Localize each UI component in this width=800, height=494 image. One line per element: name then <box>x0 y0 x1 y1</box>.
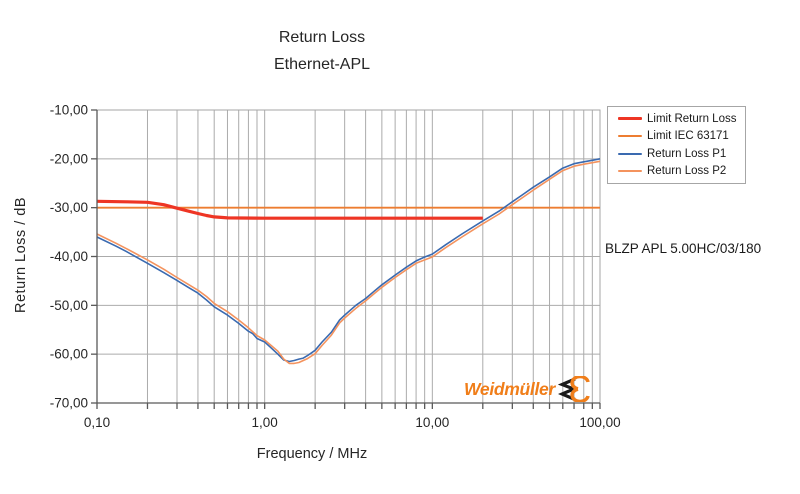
legend-entry: Return Loss P2 <box>618 165 743 177</box>
axis-lines <box>91 109 601 409</box>
part-number-annotation: BLZP APL 5.00HC/03/180 <box>605 241 762 256</box>
y-tick-label: -10,00 <box>50 103 88 118</box>
weidmueller-logo-icon <box>558 376 590 402</box>
x-tick-label: 0,10 <box>84 415 110 430</box>
legend-entry: Limit Return Loss <box>618 113 743 125</box>
x-tick-labels: 0,10 1,00 10,00 100,00 <box>84 415 621 430</box>
legend-label: Limit IEC 63171 <box>647 130 729 143</box>
x-tick-label: 1,00 <box>252 415 278 430</box>
series-limit-return-loss <box>96 199 483 220</box>
gridlines <box>96 109 601 404</box>
brand-wordmark: Weidmüller <box>464 378 556 399</box>
legend-label: Return Loss P1 <box>647 147 727 160</box>
y-tick-label: -30,00 <box>50 200 88 215</box>
legend-line-sample <box>618 170 642 173</box>
legend-label: Return Loss P2 <box>647 165 727 178</box>
x-tick-label: 100,00 <box>579 415 620 430</box>
legend-line-sample <box>618 152 642 155</box>
brand-block: Weidmüller <box>464 376 591 402</box>
y-tick-label: -60,00 <box>50 347 88 362</box>
legend-line-sample <box>618 135 642 138</box>
y-tick-label: -20,00 <box>50 151 88 166</box>
legend-entry: Limit IEC 63171 <box>618 130 743 142</box>
y-axis-title: Return Loss / dB <box>13 197 29 313</box>
chart-legend: Limit Return Loss Limit IEC 63171 Return L… <box>607 106 746 184</box>
y-tick-label: -70,00 <box>50 396 88 411</box>
series-return-loss-p1 <box>96 158 601 363</box>
y-tick-label: -40,00 <box>50 249 88 264</box>
legend-line-sample <box>618 117 642 121</box>
y-tick-label: -50,00 <box>50 298 88 313</box>
y-tick-labels: -10,00 -20,00 -30,00 -40,00 -50,00 -60,00 -70,… <box>50 103 88 411</box>
x-axis-title: Frequency / MHz <box>256 446 368 462</box>
legend-entry: Return Loss P1 <box>618 148 743 160</box>
x-tick-label: 10,00 <box>415 415 449 430</box>
legend-label: Limit Return Loss <box>647 112 737 125</box>
data-series <box>96 158 601 365</box>
series-return-loss-p2 <box>96 160 601 365</box>
chart-title-line2: Ethernet-APL <box>273 56 371 73</box>
chart-title-line1: Return Loss <box>278 29 366 46</box>
